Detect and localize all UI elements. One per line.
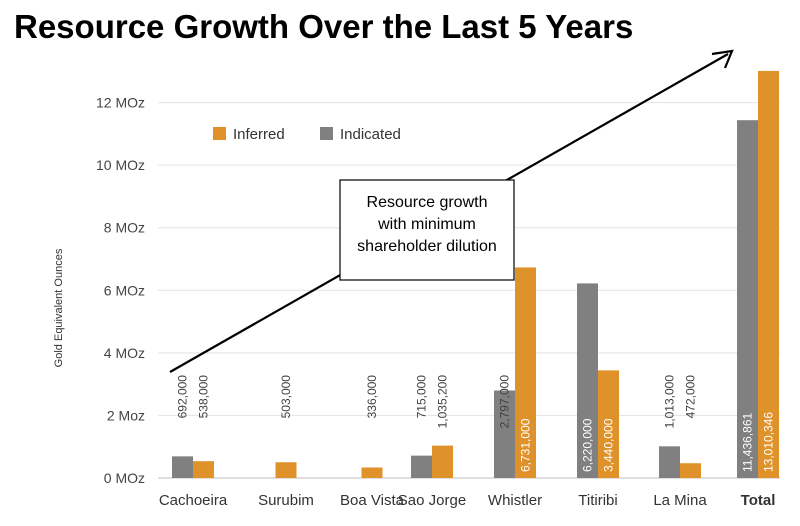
x-category-label: Sao Jorge [398, 492, 466, 509]
x-category-label: Cachoeira [159, 492, 228, 509]
y-tick-label: 12 MOz [96, 95, 145, 111]
y-tick-label: 10 MOz [96, 157, 145, 173]
bar-inferred [758, 70, 779, 478]
legend-label-indicated: Indicated [340, 126, 401, 143]
bar-indicated [411, 455, 432, 478]
data-label: 538,000 [197, 375, 211, 419]
data-label: 11,436,861 [741, 413, 755, 472]
y-tick-label: 6 MOz [104, 282, 145, 298]
data-label: 3,440,000 [602, 418, 616, 472]
data-label: 2,797,000 [498, 375, 512, 429]
data-label: 13,010,346 [762, 412, 776, 472]
callout-line-2: with minimum [377, 216, 476, 233]
x-category-label: Surubim [258, 492, 314, 509]
growth-arrow-head [711, 49, 734, 69]
y-tick-label: 8 MOz [104, 220, 145, 236]
bar-indicated [577, 283, 598, 478]
x-category-label: Whistler [488, 492, 542, 509]
chart-title: Resource Growth Over the Last 5 Years [14, 8, 634, 45]
gridlines [158, 102, 780, 479]
bar-indicated [737, 120, 758, 478]
data-labels: 692,000 538,000 503,000 336,000 715,000 1,035… [176, 375, 776, 472]
data-label: 336,000 [365, 375, 379, 419]
bar-indicated [172, 456, 193, 478]
bar-inferred [598, 370, 619, 478]
data-label: 472,000 [684, 375, 698, 419]
x-category-label: Boa Vista [340, 492, 405, 509]
legend: Inferred Indicated [213, 126, 401, 143]
callout-line-1: Resource growth [367, 194, 488, 211]
data-label: 1,013,000 [663, 375, 677, 429]
data-label: 503,000 [279, 375, 293, 419]
data-label: 1,035,200 [436, 375, 450, 429]
legend-swatch-inferred [213, 127, 226, 140]
legend-label-inferred: Inferred [233, 126, 285, 143]
x-category-label: Total [741, 492, 776, 509]
y-tick-label: 4 MOz [104, 345, 145, 361]
y-tick-label: 2 Moz [107, 407, 145, 423]
data-label: 692,000 [176, 375, 190, 419]
x-category-label: La Mina [653, 492, 707, 509]
y-axis-label: Gold Equivalent Ounces [53, 248, 65, 367]
bar-inferred [193, 461, 214, 478]
callout-line-3: shareholder dilution [357, 238, 497, 255]
legend-swatch-indicated [320, 127, 333, 140]
bar-indicated [494, 390, 515, 478]
callout-border [339, 179, 515, 281]
y-axis-ticks: 0 MOz 2 Moz 4 MOz 6 MOz 8 MOz 10 MOz 12 MOz [96, 95, 145, 486]
bars [172, 70, 779, 478]
bar-inferred [432, 445, 453, 478]
bar-inferred [361, 467, 383, 478]
bar-inferred [515, 267, 536, 478]
bar-inferred [275, 462, 297, 478]
bar-inferred [680, 463, 701, 478]
y-tick-label: 0 MOz [104, 470, 145, 486]
data-label: 715,000 [415, 375, 429, 419]
x-category-label: Titiribi [578, 492, 617, 509]
data-label: 6,220,000 [581, 418, 595, 472]
callout-box: Resource growth with minimum shareholder… [339, 179, 515, 281]
bar-indicated [659, 446, 680, 478]
data-label: 6,731,000 [519, 418, 533, 472]
